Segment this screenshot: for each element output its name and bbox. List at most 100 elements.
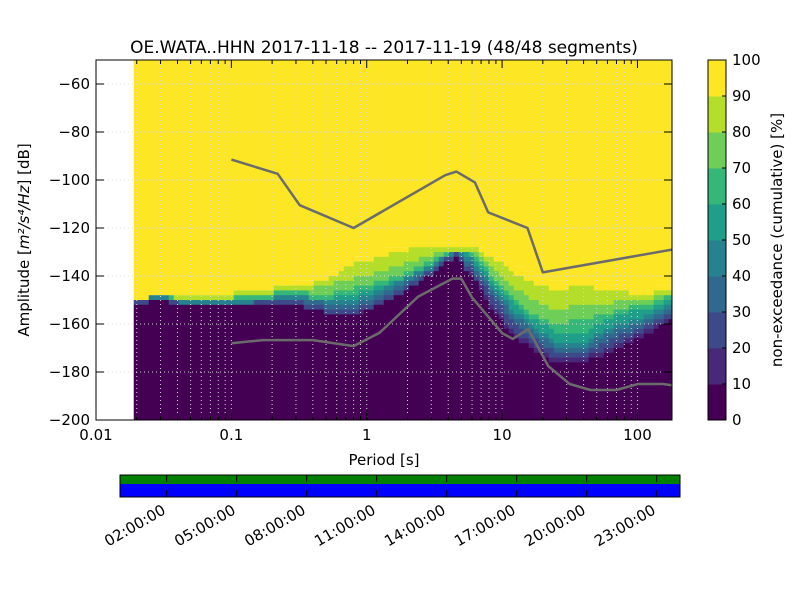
heatmap-cell xyxy=(378,300,385,306)
heatmap-cell xyxy=(618,343,625,349)
heatmap-cell xyxy=(373,266,380,272)
heatmap-cell xyxy=(348,60,355,262)
colorbar-tick-label: 40 xyxy=(732,267,751,285)
heatmap-cell xyxy=(483,266,490,272)
heatmap-cell xyxy=(623,338,630,344)
heatmap-cell xyxy=(628,328,635,334)
heatmap-cell xyxy=(583,328,590,334)
grid-lines xyxy=(96,60,672,420)
heatmap-cell xyxy=(513,271,520,277)
heatmap-cell xyxy=(608,319,615,325)
heatmap-cell xyxy=(168,295,175,301)
heatmap-cell xyxy=(518,276,525,282)
heatmap-cell xyxy=(513,295,520,301)
heatmap-cell xyxy=(598,338,605,344)
timeline-top-band xyxy=(120,475,680,484)
heatmap-cell xyxy=(363,256,370,262)
heatmap-cell xyxy=(508,261,515,267)
heatmap-cell xyxy=(583,314,590,320)
heatmap-cell xyxy=(288,300,295,306)
heatmap-cell xyxy=(468,271,475,277)
heatmap-cell xyxy=(633,319,640,325)
heatmap-cell xyxy=(558,290,565,296)
heatmap-cell xyxy=(513,328,520,334)
heatmap-cell xyxy=(363,271,370,277)
heatmap-cell xyxy=(543,343,550,349)
heatmap-cell xyxy=(498,285,505,291)
heatmap-cell xyxy=(618,328,625,334)
heatmap-cell xyxy=(343,314,350,420)
heatmap-cell xyxy=(598,280,605,286)
heatmap-cell xyxy=(503,261,510,267)
heatmap-cell xyxy=(528,295,535,301)
heatmap-cell xyxy=(513,290,520,296)
heatmap-cell xyxy=(208,295,215,301)
heatmap-cell xyxy=(353,285,360,291)
heatmap-cell xyxy=(643,290,650,296)
heatmap-cell xyxy=(598,343,605,349)
heatmap-cell xyxy=(388,252,395,258)
heatmap-cell xyxy=(398,271,405,277)
heatmap-cell xyxy=(378,285,385,291)
heatmap-cell xyxy=(368,290,375,296)
heatmap-cell xyxy=(563,343,570,349)
heatmap-cell xyxy=(463,266,470,272)
heatmap-cell xyxy=(448,252,455,258)
heatmap-cell xyxy=(353,295,360,301)
heatmap-cell xyxy=(438,252,445,258)
heatmap-cell xyxy=(493,290,500,296)
heatmap-cell xyxy=(418,271,425,277)
heatmap-cell xyxy=(538,343,545,349)
heatmap-cell xyxy=(333,295,340,301)
heatmap-cell xyxy=(588,314,595,320)
heatmap-cell xyxy=(663,60,670,286)
heatmap-cell xyxy=(663,295,670,301)
heatmap-cell xyxy=(323,304,330,310)
heatmap-cell xyxy=(598,309,605,315)
heatmap-cell xyxy=(668,319,672,420)
heatmap-cell xyxy=(613,319,620,325)
heatmap-cell xyxy=(178,295,185,301)
heatmap-cell xyxy=(163,300,170,420)
heatmap-cell xyxy=(518,309,525,315)
heatmap-cell xyxy=(533,60,540,276)
heatmap-cell xyxy=(633,60,640,291)
heatmap-cell xyxy=(523,280,530,286)
heatmap-cell xyxy=(228,60,235,296)
heatmap-cell xyxy=(533,328,540,334)
heatmap-cell xyxy=(313,304,320,310)
heatmap-cell xyxy=(643,300,650,306)
heatmap-cell xyxy=(538,314,545,320)
heatmap-cell xyxy=(608,295,615,301)
heatmap-cell xyxy=(383,276,390,282)
heatmap-cell xyxy=(558,348,565,354)
heatmap-cell xyxy=(473,261,480,267)
heatmap-cell xyxy=(528,324,535,330)
heatmap-cell xyxy=(533,314,540,320)
y-axis-label-prefix: Amplitude [ xyxy=(15,249,33,337)
heatmap-cell xyxy=(618,314,625,320)
heatmap-cell xyxy=(618,290,625,296)
heatmap-cell xyxy=(563,280,570,286)
heatmap-cell xyxy=(633,295,640,301)
heatmap-cell xyxy=(498,266,505,272)
heatmap-cell xyxy=(538,60,545,276)
heatmap-cell xyxy=(473,242,480,248)
heatmap-cell xyxy=(648,304,655,310)
heatmap-cell xyxy=(498,300,505,306)
heatmap-cell xyxy=(578,309,585,315)
heatmap-cell xyxy=(623,300,630,306)
heatmap-cell xyxy=(598,300,605,306)
heatmap-cell xyxy=(393,290,400,296)
heatmap-cell xyxy=(348,309,355,315)
heatmap-cell xyxy=(573,343,580,349)
heatmap-cell xyxy=(478,252,485,258)
heatmap-cell xyxy=(303,304,310,310)
heatmap-cell xyxy=(568,333,575,339)
heatmap-cell xyxy=(423,247,430,253)
colorbar-tick-label: 20 xyxy=(732,339,751,357)
heatmap-cell xyxy=(558,357,565,363)
heatmap-cell xyxy=(593,304,600,310)
heatmap-cell xyxy=(523,60,530,272)
heatmap-cell xyxy=(153,295,160,301)
